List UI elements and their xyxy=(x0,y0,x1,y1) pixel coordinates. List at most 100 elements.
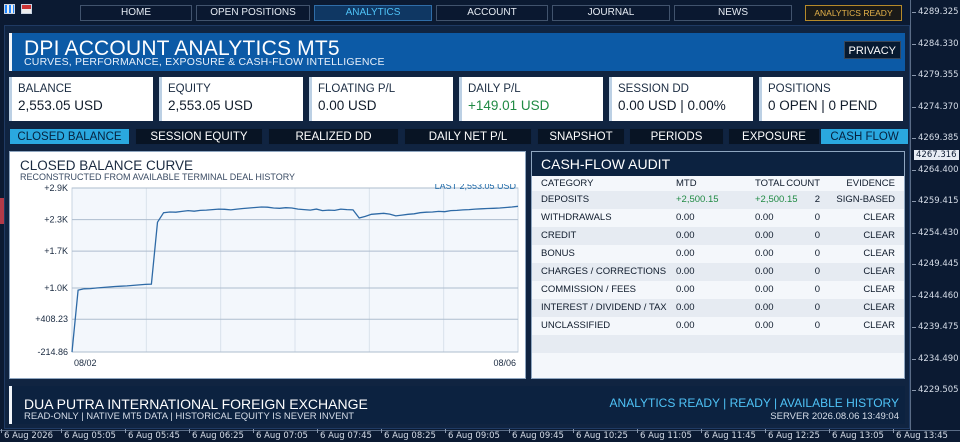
nav-open-positions[interactable]: OPEN POSITIONS xyxy=(196,5,310,21)
tab-daily-net-p-l[interactable]: DAILY NET P/L xyxy=(404,128,532,145)
audit-row[interactable]: UNCLASSIFIED 0.00 0.00 0 CLEAR xyxy=(532,317,904,335)
audit-cell-category: COMMISSION / FEES xyxy=(541,284,637,295)
audit-column-header: COUNT xyxy=(786,178,820,189)
closed-balance-panel: CLOSED BALANCE CURVE RECONSTRUCTED FROM … xyxy=(9,151,526,379)
dashboard-footer: DUA PUTRA INTERNATIONAL FOREIGN EXCHANGE… xyxy=(9,386,905,424)
audit-header: CASH-FLOW AUDIT xyxy=(532,152,904,176)
x-tick-label: 08/06 xyxy=(493,358,516,368)
balance-chart-svg: +2.9K +2.3K +1.7K +1.0K +408.23 -214.86 08/02 0… xyxy=(35,181,519,368)
audit-row[interactable]: BONUS 0.00 0.00 0 CLEAR xyxy=(532,245,904,263)
audit-cell-total: 0.00 xyxy=(755,320,774,331)
privacy-button[interactable]: PRIVACY xyxy=(843,41,901,59)
nav-journal[interactable]: JOURNAL xyxy=(552,5,670,21)
time-label: 6 Aug 05:05 xyxy=(61,429,116,441)
audit-row[interactable]: CREDIT 0.00 0.00 0 CLEAR xyxy=(532,227,904,245)
time-label: 6 Aug 11:05 xyxy=(637,429,692,441)
tab-realized-dd[interactable]: REALIZED DD xyxy=(268,128,399,145)
audit-cell-count: 0 xyxy=(814,266,820,277)
metric-card-session-dd: SESSION DD 0.00 USD | 0.00% xyxy=(609,77,753,121)
audit-column-header: MTD xyxy=(676,178,697,189)
audit-cell-category: UNCLASSIFIED xyxy=(541,320,611,331)
price-label: 4289.325 xyxy=(912,7,959,17)
audit-cell-total: 0.00 xyxy=(755,212,774,223)
audit-cell-mtd: 0.00 xyxy=(676,212,695,223)
audit-cell-evidence: CLEAR xyxy=(863,320,895,331)
price-label: 4274.370 xyxy=(912,101,959,112)
time-label: 6 Aug 10:25 xyxy=(573,429,628,441)
audit-row[interactable]: INTEREST / DIVIDEND / TAX 0.00 0.00 0 CLEAR xyxy=(532,299,904,317)
time-label: 6 Aug 07:45 xyxy=(317,429,372,441)
page-title: DPI ACCOUNT ANALYTICS MT5 xyxy=(24,37,340,60)
metric-value: 2,553.05 USD xyxy=(168,98,253,113)
audit-cell-evidence: CLEAR xyxy=(863,266,895,277)
audit-title: CASH-FLOW AUDIT xyxy=(541,156,671,172)
audit-cell-count: 0 xyxy=(814,302,820,313)
audit-cell-count: 0 xyxy=(814,212,820,223)
balance-series-line xyxy=(71,205,519,353)
metric-card-daily-p-l: DAILY P/L +149.01 USD xyxy=(459,77,603,121)
audit-cell-category: CHARGES / CORRECTIONS xyxy=(541,266,667,277)
time-label: 6 Aug 06:25 xyxy=(189,429,244,441)
metric-label: BALANCE xyxy=(18,83,72,95)
audit-cell-total: 0.00 xyxy=(755,248,774,259)
nav-news[interactable]: NEWS xyxy=(674,5,792,21)
metric-value: 0 OPEN | 0 PEND xyxy=(768,98,878,113)
metric-label: DAILY P/L xyxy=(468,83,521,95)
audit-cell-category: WITHDRAWALS xyxy=(541,212,612,223)
metric-cards: BALANCE 2,553.05 USD EQUITY 2,553.05 USD FLO… xyxy=(9,77,905,121)
y-tick-label: +1.0K xyxy=(44,283,68,293)
price-label: 4239.475 xyxy=(912,322,959,332)
price-label: 4249.445 xyxy=(912,259,959,269)
audit-cell-total: 0.00 xyxy=(755,284,774,295)
analytics-dashboard: DPI ACCOUNT ANALYTICS MT5 CURVES, PERFOR… xyxy=(4,25,910,429)
current-price-label: 4267.316 xyxy=(914,150,959,160)
audit-cell-total: +2,500.15 xyxy=(755,194,798,205)
time-label: 6 Aug 2026 xyxy=(0,429,54,441)
audit-row[interactable]: COMMISSION / FEES 0.00 0.00 0 CLEAR xyxy=(532,281,904,299)
nav-analytics[interactable]: ANALYTICS xyxy=(314,5,432,21)
chart-list-icon[interactable] xyxy=(4,4,15,14)
tab-cash-flow[interactable]: CASH FLOW xyxy=(820,128,909,145)
audit-cell-count: 0 xyxy=(814,230,820,241)
time-label: 6 Aug 07:05 xyxy=(253,429,308,441)
price-label: 4244.460 xyxy=(912,290,959,301)
tab-exposure[interactable]: EXPOSURE xyxy=(728,128,820,145)
chart-subtitle: RECONSTRUCTED FROM AVAILABLE TERMINAL DE… xyxy=(20,172,296,182)
tab-snapshot[interactable]: SNAPSHOT xyxy=(537,128,625,145)
audit-cell-mtd: 0.00 xyxy=(676,266,695,277)
tab-closed-balance[interactable]: CLOSED BALANCE xyxy=(9,128,130,145)
balance-chart[interactable]: +2.9K +2.3K +1.7K +1.0K +408.23 -214.86 08/02 0… xyxy=(16,181,522,376)
tab-periods[interactable]: PERIODS xyxy=(629,128,724,145)
audit-row[interactable]: DEPOSITS +2,500.15 +2,500.15 2 SIGN-BASED xyxy=(532,191,904,209)
nav-account[interactable]: ACCOUNT xyxy=(436,5,548,21)
metric-label: FLOATING P/L xyxy=(318,83,396,95)
time-label: 6 Aug 11:45 xyxy=(701,429,756,441)
y-tick-label: +2.9K xyxy=(44,184,68,193)
nav-home[interactable]: HOME xyxy=(80,5,192,21)
y-tick-label: +408.23 xyxy=(35,314,68,324)
company-name: DUA PUTRA INTERNATIONAL FOREIGN EXCHANGE xyxy=(24,396,368,412)
x-tick-label: 08/02 xyxy=(74,358,97,368)
price-label: 4254.430 xyxy=(912,227,959,238)
last-value-label: LAST 2,553.05 USD xyxy=(435,184,517,191)
y-tick-label: +1.7K xyxy=(44,246,68,256)
tab-session-equity[interactable]: SESSION EQUITY xyxy=(135,128,263,145)
price-scale[interactable]: 4289.325 4284.330 4279.355 4274.370 4269.385… xyxy=(912,0,960,430)
audit-cell-count: 0 xyxy=(814,320,820,331)
metric-card-positions: POSITIONS 0 OPEN | 0 PEND xyxy=(759,77,903,121)
audit-table: CATEGORY MTD TOTAL COUNT EVIDENCE DEPOSITS +2,… xyxy=(532,176,904,371)
audit-header-row: CATEGORY MTD TOTAL COUNT EVIDENCE xyxy=(532,176,904,191)
audit-cell-category: CREDIT xyxy=(541,230,577,241)
audit-row[interactable]: WITHDRAWALS 0.00 0.00 0 CLEAR xyxy=(532,209,904,227)
metric-card-floating-p-l: FLOATING P/L 0.00 USD xyxy=(309,77,453,121)
metric-value: 2,553.05 USD xyxy=(18,98,103,113)
audit-column-header: EVIDENCE xyxy=(846,178,895,189)
audit-cell-mtd: 0.00 xyxy=(676,284,695,295)
chart-window-icon[interactable] xyxy=(21,4,32,14)
audit-cell-evidence: CLEAR xyxy=(863,230,895,241)
analytics-status-pill: ANALYTICS READY xyxy=(805,5,902,21)
time-scale[interactable]: 6 Aug 2026 6 Aug 05:05 6 Aug 05:45 6 Aug 06… xyxy=(0,429,960,442)
audit-cell-evidence: CLEAR xyxy=(863,284,895,295)
audit-row[interactable]: CHARGES / CORRECTIONS 0.00 0.00 0 CLEAR xyxy=(532,263,904,281)
audit-empty-row xyxy=(532,353,904,371)
